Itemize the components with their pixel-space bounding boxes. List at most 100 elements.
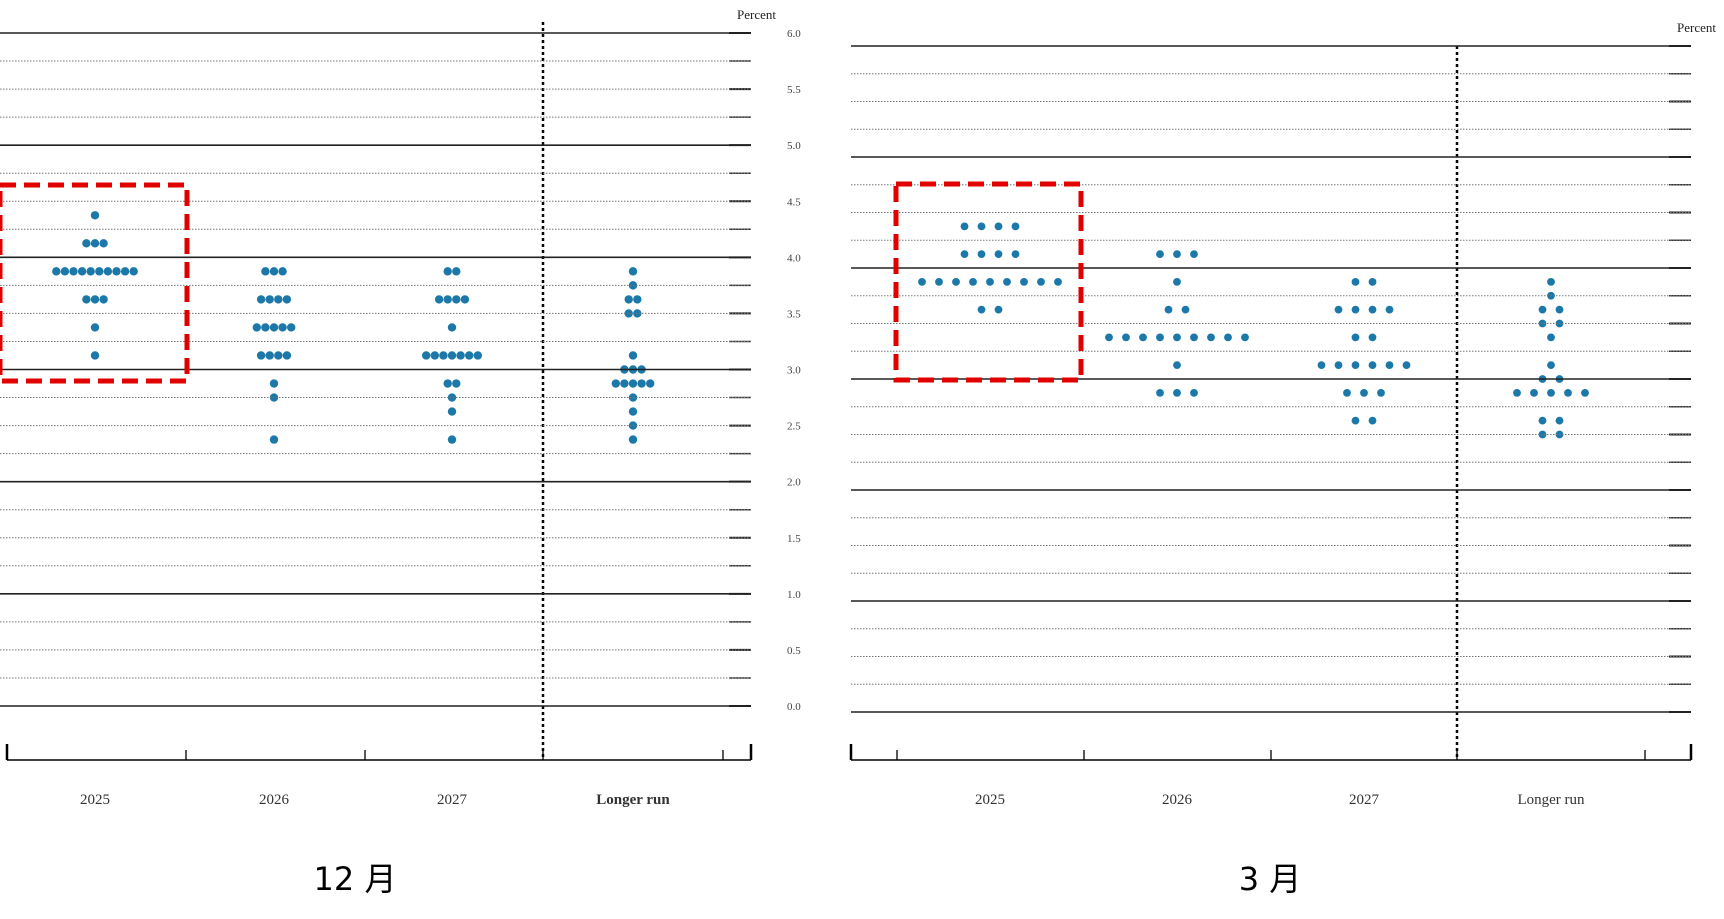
dot — [261, 267, 270, 276]
dot — [633, 295, 642, 304]
y-tick-label: 3.0 — [787, 365, 801, 377]
dot — [1377, 388, 1385, 397]
dot — [112, 267, 121, 276]
dot — [646, 379, 655, 388]
dot — [99, 295, 108, 304]
dot — [1190, 333, 1198, 342]
dot — [624, 295, 633, 304]
dot — [1351, 416, 1360, 425]
dot — [274, 351, 283, 360]
y-tick-label: 1.0 — [787, 589, 801, 601]
dot — [628, 379, 638, 388]
dot — [611, 379, 620, 388]
x-tick-label: Longer run — [596, 792, 670, 808]
dot — [465, 351, 474, 360]
dot — [269, 323, 279, 332]
dot — [90, 295, 100, 304]
dot — [443, 295, 452, 304]
dot — [628, 435, 638, 444]
dot — [1351, 305, 1360, 314]
dot — [1555, 305, 1564, 314]
dot — [265, 351, 274, 360]
dot — [1181, 305, 1190, 314]
dot — [1547, 333, 1555, 342]
dot — [1385, 361, 1394, 370]
dot — [82, 239, 91, 248]
dot — [1547, 388, 1555, 397]
dot — [952, 277, 960, 286]
dot — [269, 379, 279, 388]
dot — [256, 295, 266, 304]
dot — [460, 295, 470, 304]
dot — [1334, 361, 1343, 370]
dot — [1402, 361, 1411, 370]
dot — [447, 323, 457, 332]
dot — [90, 323, 100, 332]
dot — [282, 295, 292, 304]
x-tick-label: Longer run — [1517, 792, 1585, 808]
dot — [278, 323, 287, 332]
dot — [1581, 388, 1589, 397]
dot — [1538, 416, 1547, 425]
dot — [120, 267, 130, 276]
y-tick-label: 3.5 — [787, 308, 801, 320]
dot — [1190, 388, 1198, 397]
dot — [261, 323, 270, 332]
y-tick-label: 2.5 — [787, 421, 801, 433]
y-tick-label: 5.5 — [787, 84, 801, 96]
dot — [1351, 361, 1360, 370]
dot — [994, 222, 1003, 231]
dot — [969, 277, 977, 286]
dot — [1368, 416, 1377, 425]
dot — [1547, 361, 1555, 370]
dot — [1011, 222, 1020, 231]
y-tick-label: 5.0 — [787, 140, 801, 152]
dot — [99, 239, 108, 248]
dot — [960, 250, 969, 259]
dot — [269, 435, 279, 444]
dot — [443, 267, 452, 276]
dot — [452, 379, 461, 388]
dot — [90, 239, 100, 248]
dot — [103, 267, 113, 276]
dot — [274, 295, 283, 304]
dot — [1207, 333, 1215, 342]
dot — [447, 407, 457, 416]
y-tick-label: 0.0 — [787, 701, 801, 713]
dot — [620, 379, 629, 388]
dot — [129, 267, 138, 276]
dot — [628, 407, 638, 416]
dot — [447, 435, 457, 444]
dot — [1190, 250, 1198, 259]
dot — [1564, 388, 1572, 397]
dot — [977, 250, 986, 259]
dot — [1334, 305, 1343, 314]
dot — [1368, 361, 1377, 370]
x-tick-label: 2027 — [1349, 792, 1380, 808]
y-tick-label: 4.5 — [787, 196, 801, 208]
dot — [1037, 277, 1045, 286]
dot — [77, 267, 87, 276]
dot — [52, 267, 61, 276]
dot — [452, 295, 461, 304]
dot — [1368, 305, 1377, 314]
dot — [1164, 305, 1173, 314]
dot — [443, 379, 452, 388]
dot — [1224, 333, 1232, 342]
dot — [1241, 333, 1249, 342]
dot — [252, 323, 261, 332]
y-tick-label: 2.0 — [787, 477, 801, 489]
dot — [977, 305, 986, 314]
dot — [269, 267, 279, 276]
dot — [1530, 388, 1538, 397]
x-tick-label: 2026 — [259, 792, 290, 808]
dot — [60, 267, 70, 276]
dot — [447, 351, 457, 360]
dot — [1173, 277, 1181, 286]
dot — [82, 295, 91, 304]
dot — [1368, 277, 1377, 286]
dot — [1343, 388, 1351, 397]
highlight-box — [893, 181, 1084, 383]
dot — [994, 250, 1003, 259]
